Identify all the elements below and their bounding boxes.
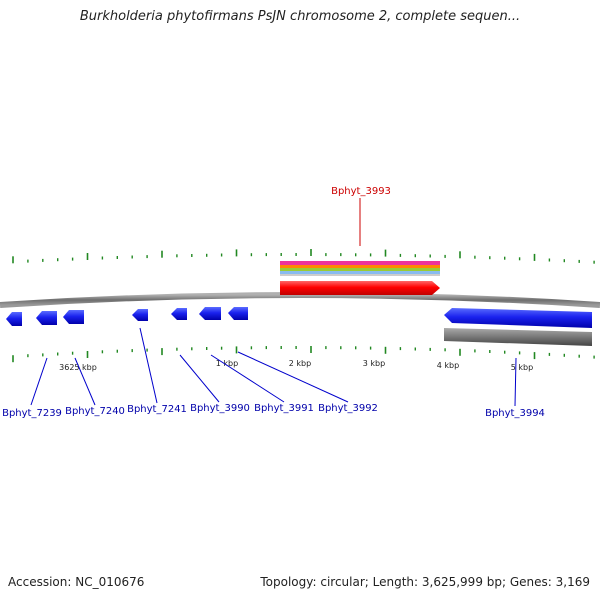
gene-label-bphyt-7240[interactable]: Bphyt_7240 <box>65 406 125 417</box>
gene-label-bphyt-3994[interactable]: Bphyt_3994 <box>485 408 545 419</box>
scale-label: 5 kbp <box>511 363 533 372</box>
gene-arrow-bphyt-7239[interactable] <box>6 312 22 326</box>
gene-arrow-bphyt-3992[interactable] <box>228 307 248 320</box>
scale-label: 3 kbp <box>363 359 385 368</box>
reverse-tick-row <box>12 346 595 363</box>
gene-arrow-bphyt-3994[interactable] <box>444 308 592 328</box>
scale-labels: 3625 kbp 1 kbp 2 kbp 3 kbp 4 kbp 5 kbp <box>59 359 533 372</box>
forward-tick-row <box>12 249 595 264</box>
gene-arrow-bphyt-3993[interactable] <box>280 281 440 295</box>
leader-lines <box>30 198 517 407</box>
accession-label: Accession: NC_010676 <box>8 575 145 589</box>
gene-label-bphyt-3993[interactable]: Bphyt_3993 <box>331 186 391 197</box>
gene-label-bphyt-7239[interactable]: Bphyt_7239 <box>2 408 62 419</box>
feature-track-stack <box>280 261 440 276</box>
scale-label: 3625 kbp <box>59 363 97 372</box>
gene-labels: Bphyt_3993 Bphyt_7239 Bphyt_7240 Bphyt_7… <box>2 186 545 419</box>
scale-label: 1 kbp <box>216 359 238 368</box>
gene-label-bphyt-3991[interactable]: Bphyt_3991 <box>254 403 314 414</box>
gene-label-bphyt-3990[interactable]: Bphyt_3990 <box>190 403 250 414</box>
gene-arrow-bphyt-3991[interactable] <box>199 307 221 320</box>
scale-label: 4 kbp <box>437 361 459 370</box>
scale-label: 2 kbp <box>289 359 311 368</box>
map-title: Burkholderia phytofirmans PsJN chromosom… <box>79 9 521 24</box>
chromosome-backbone <box>0 292 600 308</box>
gene-arrow-bphyt-7241[interactable] <box>132 309 148 321</box>
gene-arrow-bphyt-3990[interactable] <box>171 308 187 320</box>
gene-label-bphyt-7241[interactable]: Bphyt_7241 <box>127 404 187 415</box>
gene-arrow-bphyt-7240b[interactable] <box>63 310 84 324</box>
reverse-gene-arrows <box>6 307 248 326</box>
gene-label-bphyt-3992[interactable]: Bphyt_3992 <box>318 403 378 414</box>
gene-arrow-bphyt-7240[interactable] <box>36 311 57 325</box>
genome-stats-label: Topology: circular; Length: 3,625,999 bp… <box>260 575 590 589</box>
gene-shadow-bar <box>444 328 592 346</box>
